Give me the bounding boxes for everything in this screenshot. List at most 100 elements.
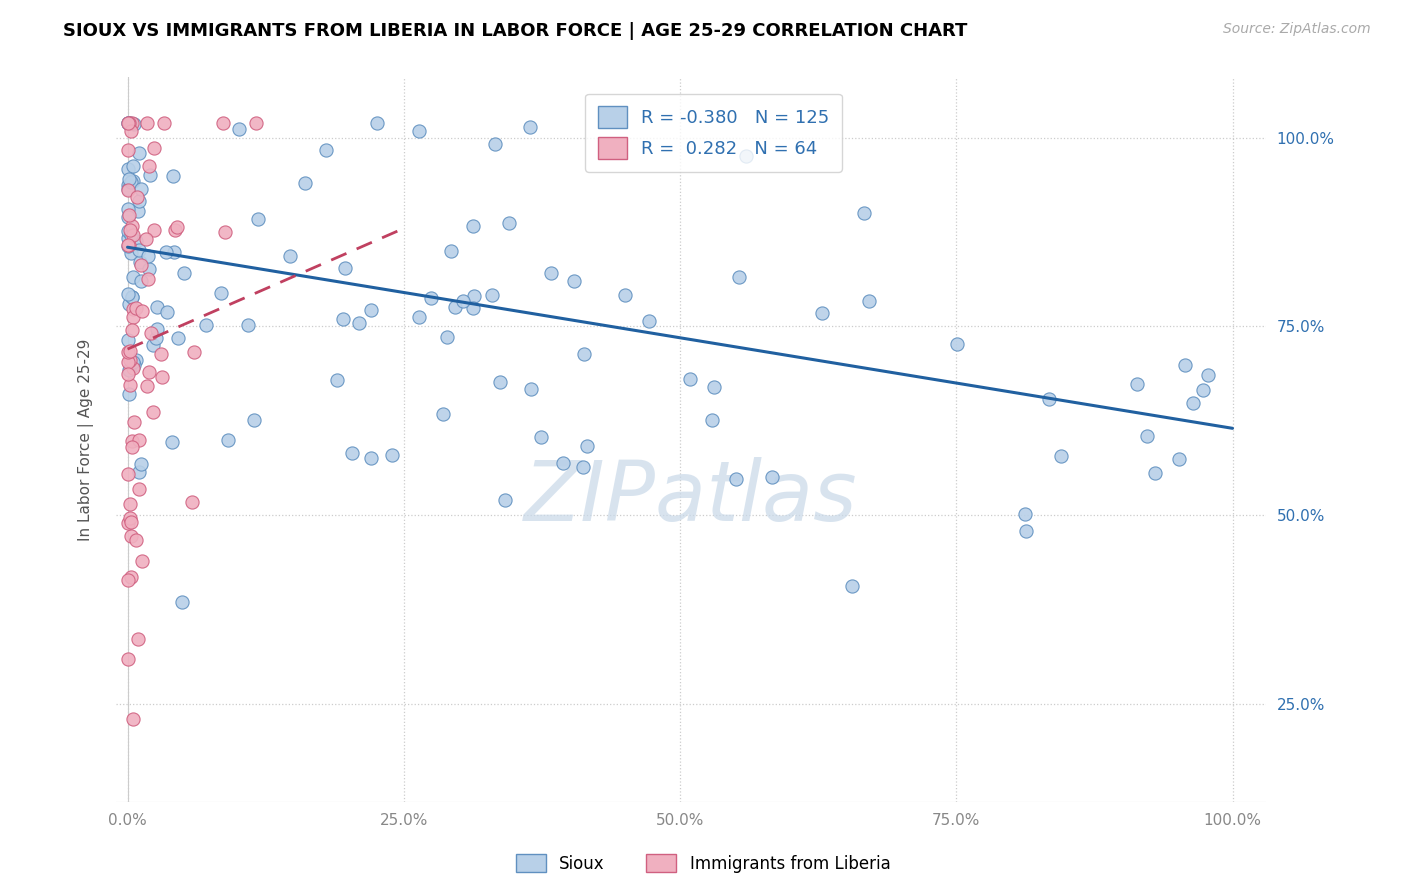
Point [637,314,659,328]
Point [461,219,484,233]
Text: ZIPatlas: ZIPatlas [524,457,858,538]
Point [139,326,162,340]
Point [1143,466,1166,480]
Point [1136,429,1159,443]
Point [553,456,575,470]
Point [1126,376,1149,391]
Point [519,382,541,396]
Point [120,246,142,260]
Point [519,120,541,134]
Point [142,405,165,419]
Text: Source: ZipAtlas.com: Source: ZipAtlas.com [1223,22,1371,37]
Point [120,223,142,237]
Point [1181,396,1204,410]
Point [121,323,143,337]
Point [173,266,195,280]
Point [1014,507,1036,521]
Point [117,182,139,196]
Point [294,176,316,190]
Point [117,231,139,245]
Point [131,304,153,318]
Point [347,317,370,331]
Point [811,306,834,320]
Point [333,260,356,275]
Point [1197,368,1219,382]
Point [1174,358,1197,372]
Point [122,310,145,325]
Point [444,300,467,314]
Point [727,269,749,284]
Point [143,222,166,236]
Point [118,237,141,252]
Point [136,271,159,285]
Point [117,116,139,130]
Point [572,460,595,475]
Point [280,249,302,263]
Point [315,143,337,157]
Point [572,347,595,361]
Point [128,483,150,497]
Point [121,219,143,233]
Point [117,239,139,253]
Point [858,294,880,309]
Point [136,378,159,392]
Point [853,206,876,220]
Point [214,225,236,239]
Point [530,429,553,443]
Point [163,244,186,259]
Point [118,378,141,392]
Point [138,262,160,277]
Point [121,227,143,242]
Point [246,211,269,226]
Point [946,337,969,351]
Point [494,493,516,508]
Point [481,288,503,302]
Point [702,413,724,427]
Point [408,124,430,138]
Point [163,223,186,237]
Point [120,228,142,243]
Point [128,194,150,208]
Point [243,412,266,426]
Point [124,533,146,547]
Point [212,116,235,130]
Point [125,190,148,204]
Point [121,434,143,448]
Point [122,159,145,173]
Point [360,303,382,318]
Point [117,116,139,130]
Point [155,244,177,259]
Point [332,312,354,326]
Point [326,374,349,388]
Point [117,161,139,176]
Point [118,362,141,376]
Point [117,178,139,192]
Point [420,291,443,305]
Point [121,116,143,130]
Point [117,387,139,401]
Point [120,497,142,511]
Point [122,360,145,375]
Point [162,169,184,183]
Legend: R = -0.380   N = 125, R =  0.282   N = 64: R = -0.380 N = 125, R = 0.282 N = 64 [585,94,842,172]
Point [129,255,152,269]
Point [129,274,152,288]
Point [121,440,143,454]
Point [145,331,167,345]
Point [678,372,700,386]
Point [436,330,458,344]
Point [117,225,139,239]
Point [124,353,146,368]
Point [118,208,141,222]
Point [120,516,142,530]
Point [245,116,267,130]
Point [162,434,184,449]
Point [575,439,598,453]
Point [761,470,783,484]
Point [117,287,139,301]
Point [122,269,145,284]
Point [129,258,152,272]
Point [463,289,485,303]
Point [121,290,143,304]
Point [138,168,160,182]
